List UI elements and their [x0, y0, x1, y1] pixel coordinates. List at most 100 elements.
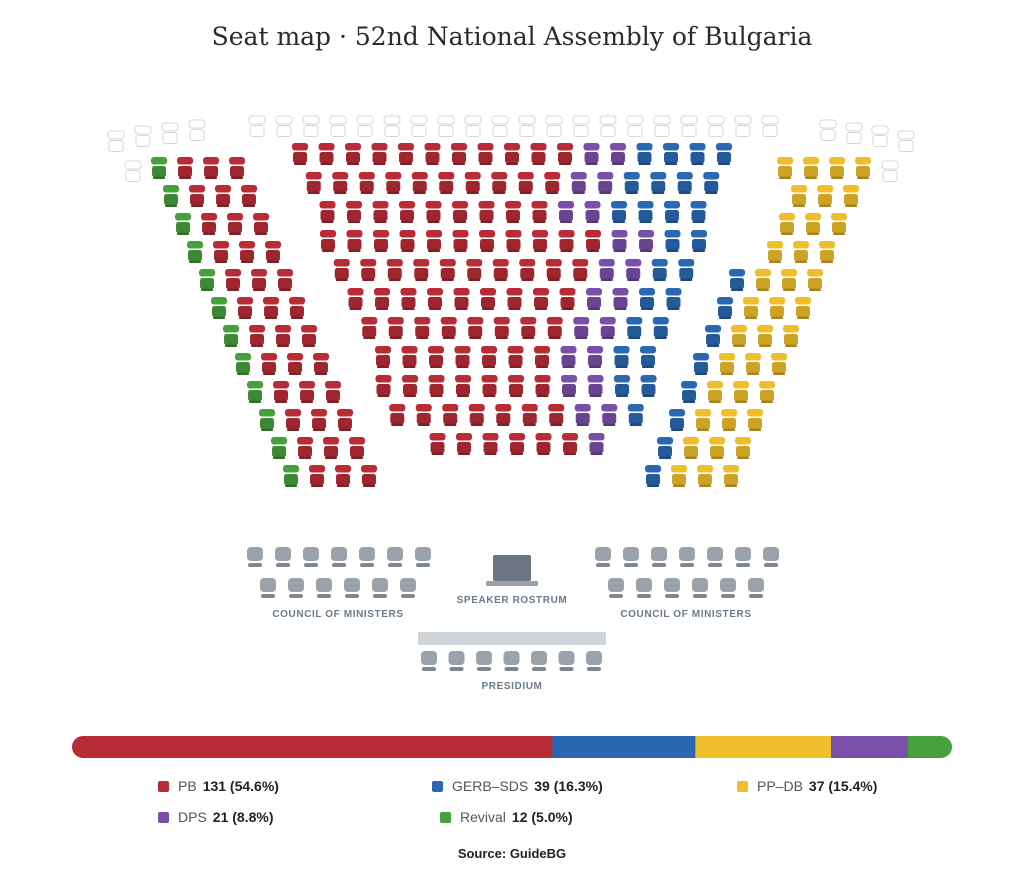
seat-pb-112 [375, 375, 392, 397]
seat-pb-95 [533, 288, 549, 310]
council-seat-left-10 [316, 578, 332, 598]
seat-pb-61 [399, 201, 415, 223]
seat-pp-db-9 [779, 213, 795, 235]
council-seat-left-3 [303, 547, 319, 567]
seat-pb-42 [424, 143, 441, 165]
seat-pb-86 [545, 259, 562, 281]
presidium-seat-1 [421, 651, 437, 671]
legend-swatch-revival [440, 812, 451, 823]
seat-pb-15 [277, 269, 293, 291]
empty-seat-18 [707, 115, 725, 137]
empty-seat-4 [329, 115, 347, 137]
presidium-seat-5 [531, 651, 547, 671]
seat-revival-2 [163, 185, 179, 207]
empty-seat-30 [881, 160, 899, 182]
seat-revival-10 [259, 409, 275, 431]
seat-revival-7 [223, 325, 239, 347]
seat-revival-4 [187, 241, 203, 263]
seat-pb-38 [318, 143, 335, 165]
seat-pp-db-22 [771, 353, 787, 375]
seat-pb-45 [504, 143, 520, 165]
seat-pb-37 [292, 143, 308, 165]
seat-gerb-sds-1 [636, 143, 653, 165]
seat-pb-24 [313, 353, 329, 375]
seat-gerb-sds-27 [717, 297, 733, 319]
seat-pb-40 [371, 143, 388, 165]
seat-pb-104 [546, 317, 563, 339]
seat-pb-35 [335, 465, 351, 487]
seat-pb-30 [337, 409, 353, 431]
council-seat-left-2 [275, 547, 291, 567]
seat-pb-43 [451, 143, 467, 165]
seat-pb-127 [456, 433, 472, 455]
seat-gerb-sds-25 [627, 404, 644, 426]
seat-dps-15 [560, 346, 577, 368]
seat-pb-83 [466, 259, 483, 281]
seat-pb-67 [320, 230, 336, 252]
seat-pb-22 [261, 353, 277, 375]
seat-pp-db-33 [683, 437, 699, 459]
seat-pb-110 [507, 346, 524, 368]
seat-pb-113 [402, 375, 418, 397]
seat-pp-db-1 [855, 157, 871, 179]
seat-pb-53 [438, 172, 455, 194]
council-seat-left-8 [260, 578, 276, 598]
seat-pb-118 [534, 375, 551, 397]
seat-dps-18 [587, 375, 604, 397]
legend-name-dps: DPS [178, 809, 207, 825]
seat-gerb-sds-8 [703, 172, 720, 194]
seat-pb-77 [585, 230, 601, 252]
seat-pb-85 [519, 259, 536, 281]
legend-value-pb: 131 (54.6%) [202, 778, 279, 794]
seat-pb-7 [201, 213, 217, 235]
seat-pb-63 [452, 201, 468, 223]
seat-revival-8 [235, 353, 251, 375]
empty-seat-1 [248, 115, 266, 137]
legend-name-pp-db: PP–DB [757, 778, 803, 794]
seat-revival-11 [271, 437, 287, 459]
seat-pb-4 [189, 185, 205, 207]
seat-pp-db-15 [755, 269, 771, 291]
seat-gerb-sds-19 [626, 317, 643, 339]
seat-gerb-sds-4 [716, 143, 732, 165]
seat-dps-9 [598, 259, 615, 281]
seat-revival-5 [199, 269, 215, 291]
empty-seat-14 [599, 115, 617, 137]
seat-gerb-sds-33 [645, 465, 661, 487]
seat-pb-111 [534, 346, 550, 368]
seat-gerb-sds-32 [657, 437, 673, 459]
council-seat-left-6 [387, 547, 403, 567]
rostrum-monitor [493, 555, 531, 581]
seat-gerb-sds-3 [689, 143, 706, 165]
council-seat-right-3 [651, 547, 667, 567]
seat-pp-db-10 [819, 241, 835, 263]
seat-pb-17 [263, 297, 279, 319]
seat-pp-db-11 [793, 241, 809, 263]
seat-pp-db-19 [783, 325, 799, 347]
empty-seat-8 [437, 115, 455, 137]
chart-source: Source: GuideBG [457, 846, 567, 861]
seat-pb-26 [299, 381, 315, 403]
seat-gerb-sds-7 [676, 172, 693, 194]
council-seat-right-4 [679, 547, 695, 567]
seat-pb-108 [454, 346, 471, 368]
bar-segment-gerb-sds [552, 736, 696, 758]
seat-dps-19 [574, 404, 591, 426]
seat-dps-13 [573, 317, 590, 339]
seat-pb-51 [385, 172, 402, 194]
seat-pb-82 [439, 259, 456, 281]
presidium-seat-7 [586, 651, 602, 671]
council-of-ministers-left-label: COUNCIL OF MINISTERS [272, 609, 403, 620]
seat-pb-105 [375, 346, 391, 368]
seat-pb-12 [265, 241, 281, 263]
seat-dps-20 [601, 404, 618, 426]
presidium-seat-2 [448, 651, 465, 671]
seat-pp-db-27 [707, 381, 723, 403]
seat-pb-33 [349, 437, 365, 459]
seat-pp-db-8 [805, 213, 821, 235]
council-seat-left-12 [372, 578, 388, 598]
seat-pb-60 [372, 201, 389, 223]
seat-gerb-sds-26 [729, 269, 745, 291]
seat-pb-94 [506, 288, 523, 310]
seat-pp-db-12 [767, 241, 783, 263]
